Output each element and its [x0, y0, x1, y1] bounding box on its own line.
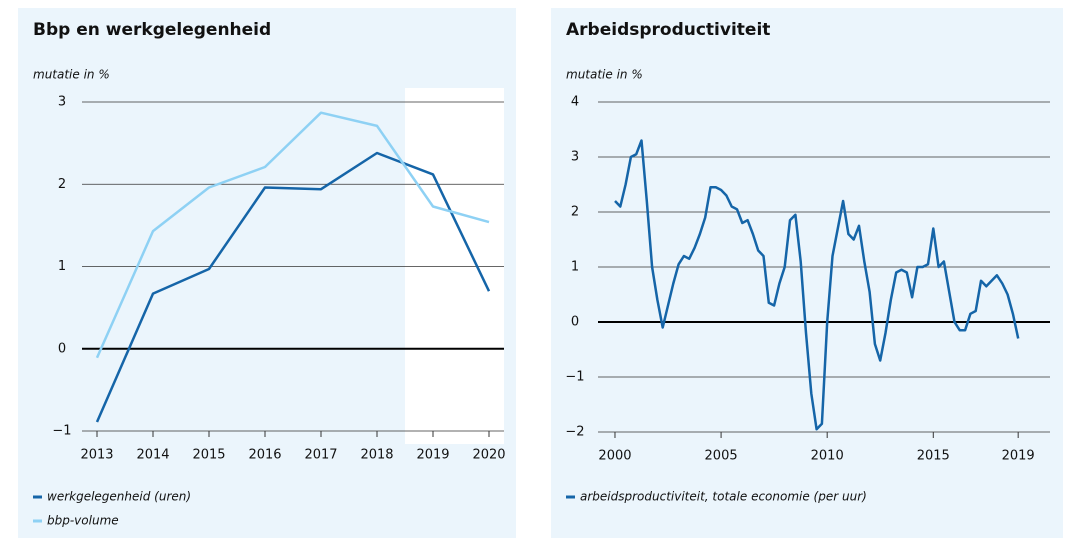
panel: [551, 8, 1063, 538]
x-tick-label: 2014: [136, 448, 169, 463]
x-tick-label: 2019: [416, 448, 449, 463]
legend-label: werkgelegenheid (uren): [47, 490, 191, 504]
series-line: [95, 151, 491, 423]
y-tick-label: 0: [571, 315, 579, 330]
y-tick-label: 0: [58, 341, 66, 356]
y-axis-label: mutatie in %: [33, 68, 110, 82]
y-tick-label: 3: [571, 150, 579, 165]
forecast-area: [405, 88, 504, 444]
y-tick-label: −2: [565, 425, 584, 440]
y-tick-label: 2: [58, 177, 66, 192]
chart-title: Bbp en werkgelegenheid: [33, 20, 271, 40]
y-axis-label: mutatie in %: [566, 68, 643, 82]
y-tick-label: 3: [58, 95, 66, 110]
y-tick-label: 2: [571, 205, 579, 220]
y-tick-label: 1: [58, 259, 66, 274]
chart-title: Arbeidsproductiviteit: [566, 20, 770, 40]
series-line: [614, 139, 1020, 431]
y-tick-label: −1: [565, 370, 584, 385]
x-tick-label: 2017: [304, 448, 337, 463]
y-tick-label: 4: [571, 95, 579, 110]
x-tick-label: 2019: [1002, 449, 1035, 464]
x-tick-label: 2013: [80, 448, 113, 463]
x-tick-label: 2020: [472, 448, 505, 463]
legend-label: arbeidsproductiviteit, totale economie (…: [580, 490, 867, 504]
x-tick-label: 2005: [705, 449, 738, 464]
x-tick-label: 2015: [917, 449, 950, 464]
x-tick-label: 2016: [248, 448, 281, 463]
y-tick-label: −1: [52, 424, 71, 439]
x-tick-label: 2018: [360, 448, 393, 463]
series-line: [95, 111, 490, 359]
x-tick-label: 2000: [598, 449, 631, 464]
legend-label: bbp-volume: [47, 514, 119, 528]
y-tick-label: 1: [571, 260, 579, 275]
x-tick-label: 2015: [192, 448, 225, 463]
x-tick-label: 2010: [811, 449, 844, 464]
